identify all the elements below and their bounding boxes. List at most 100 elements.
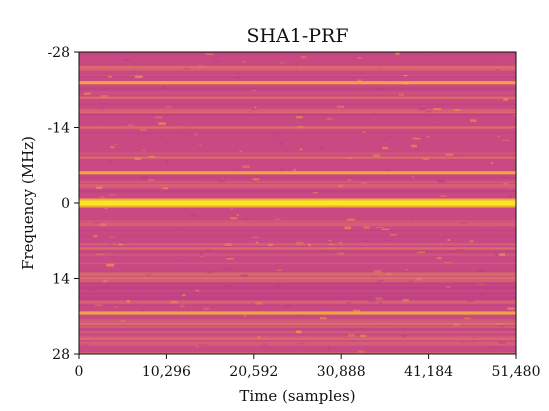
texture-speck — [148, 179, 155, 181]
texture-speck — [207, 271, 213, 274]
texture-speck — [498, 341, 506, 345]
texture-speck — [347, 179, 352, 182]
texture-speck — [242, 165, 250, 169]
texture-speck — [460, 341, 466, 343]
texture-speck — [274, 218, 281, 220]
texture-speck — [93, 235, 98, 238]
texture-speck — [162, 187, 169, 190]
texture-speck — [242, 61, 245, 63]
texture-speck — [440, 159, 443, 162]
texture-speck — [229, 208, 234, 210]
texture-speck — [223, 267, 232, 270]
y-axis-label: Frequency (MHz) — [19, 136, 37, 270]
texture-speck — [503, 98, 509, 101]
texture-speck — [308, 243, 311, 247]
texture-speck — [244, 286, 248, 290]
texture-speck — [293, 168, 297, 171]
texture-speck — [236, 214, 239, 217]
texture-band — [79, 251, 516, 254]
y-tick-label: 28 — [52, 347, 70, 363]
texture-speck — [411, 221, 414, 224]
texture-speck — [203, 307, 210, 310]
texture-speck — [454, 155, 463, 158]
texture-speck — [353, 309, 361, 313]
texture-band — [79, 52, 516, 56]
texture-speck — [326, 117, 333, 120]
texture-speck — [445, 153, 454, 156]
texture-band — [79, 234, 516, 239]
strong-frequency-line — [79, 311, 516, 315]
texture-band — [79, 113, 516, 116]
texture-speck — [165, 106, 173, 109]
texture-band — [79, 75, 516, 78]
texture-band — [79, 341, 516, 343]
texture-speck — [134, 75, 143, 78]
texture-speck — [344, 226, 351, 230]
texture-band — [79, 326, 516, 328]
texture-speck — [279, 62, 285, 64]
texture-speck — [224, 243, 232, 246]
texture-speck — [199, 252, 203, 256]
texture-speck — [257, 336, 261, 339]
texture-speck — [199, 256, 204, 258]
texture-speck — [119, 242, 125, 245]
texture-band — [79, 221, 516, 224]
texture-speck — [378, 302, 383, 305]
texture-speck — [389, 135, 394, 139]
texture-speck — [119, 243, 124, 246]
texture-speck — [299, 148, 303, 151]
texture-speck — [111, 236, 116, 238]
texture-band — [79, 352, 516, 354]
texture-speck — [423, 158, 429, 160]
texture-band — [79, 319, 516, 323]
texture-speck — [250, 303, 254, 305]
texture-speck — [498, 253, 505, 256]
texture-speck — [368, 299, 376, 303]
texture-speck — [399, 93, 404, 97]
texture-speck — [491, 346, 499, 348]
texture-speck — [356, 235, 359, 238]
texture-speck — [275, 284, 283, 287]
texture-speck — [279, 168, 286, 172]
texture-band — [79, 272, 516, 276]
texture-speck — [104, 207, 108, 210]
texture-speck — [412, 137, 421, 140]
texture-speck — [376, 281, 381, 284]
texture-band — [79, 176, 516, 179]
chart-title: SHA1-PRF — [246, 25, 348, 47]
texture-speck — [374, 112, 377, 114]
texture-speck — [376, 226, 384, 228]
texture-band — [79, 75, 516, 76]
y-tick-label: 0 — [61, 196, 70, 212]
texture-speck — [195, 346, 199, 348]
texture-speck — [352, 56, 360, 59]
texture-speck — [83, 92, 91, 95]
texture-speck — [255, 241, 259, 244]
texture-speck — [438, 180, 446, 183]
texture-speck — [99, 223, 107, 227]
texture-speck — [466, 299, 475, 302]
texture-band — [79, 184, 516, 187]
texture-band — [79, 281, 516, 284]
texture-band — [79, 190, 516, 193]
texture-speck — [483, 58, 492, 60]
texture-speck — [141, 175, 148, 179]
y-tick-label: -28 — [47, 45, 70, 61]
texture-band — [79, 87, 516, 90]
texture-speck — [357, 79, 362, 82]
texture-band — [79, 352, 516, 354]
texture-speck — [284, 305, 291, 308]
texture-speck — [198, 143, 202, 145]
texture-band — [79, 219, 516, 223]
texture-speck — [145, 273, 152, 277]
texture-speck — [300, 56, 307, 59]
texture-speck — [239, 150, 243, 152]
texture-speck — [496, 69, 499, 71]
texture-speck — [433, 108, 442, 110]
texture-speck — [298, 342, 306, 345]
texture-band — [79, 243, 516, 247]
frequency-lines — [79, 65, 516, 341]
x-tick-label: 0 — [75, 364, 84, 380]
texture-speck — [383, 239, 391, 242]
plot-area — [79, 52, 516, 354]
